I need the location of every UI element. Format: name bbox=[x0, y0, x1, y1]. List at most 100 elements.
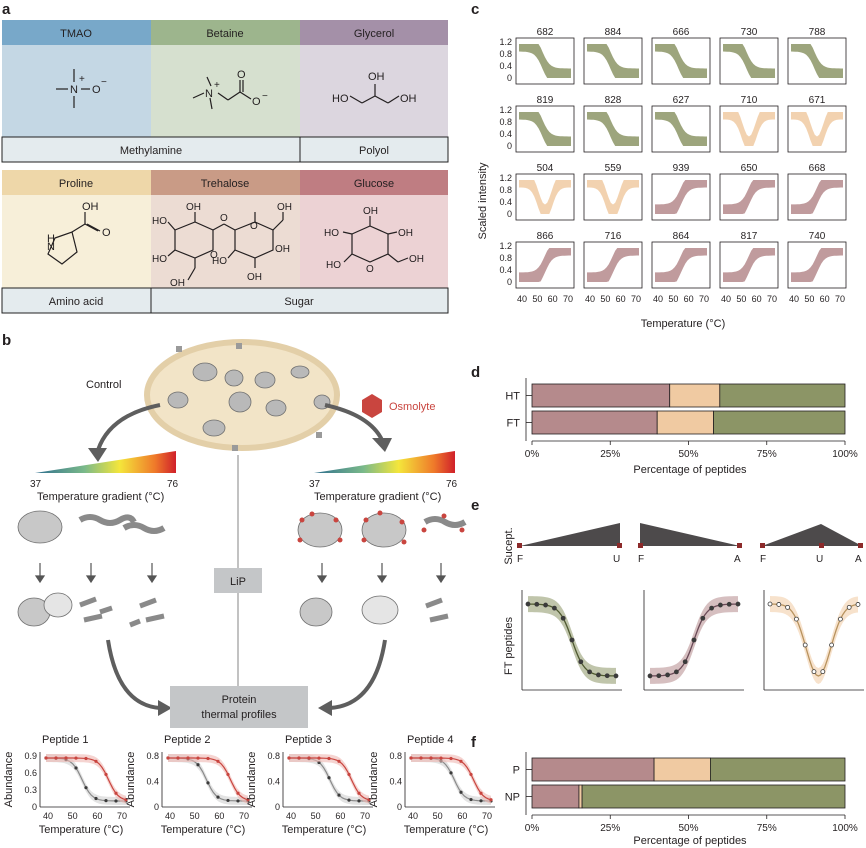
panel-c-cell-716: 716 40 50 60 70 bbox=[583, 231, 643, 304]
panel-c-cell-666: 666 bbox=[651, 27, 711, 85]
glucose-label: Glucose bbox=[354, 178, 394, 190]
peptide-point bbox=[429, 756, 433, 760]
peptide-fit-line bbox=[45, 757, 126, 802]
peptide-point bbox=[317, 756, 321, 760]
panel-c-trace-band bbox=[655, 180, 707, 214]
schematic-3-label-f: F bbox=[760, 554, 766, 565]
panel-c-xtick: 40 bbox=[585, 294, 595, 304]
peptide-point bbox=[479, 791, 483, 795]
panel-d-xlabel: Percentage of peptides bbox=[633, 464, 747, 476]
trehalose-oh-5: OH bbox=[275, 244, 290, 255]
peptide-ytick: 0.9 bbox=[24, 751, 37, 761]
panel-c-cell-frame bbox=[515, 241, 575, 289]
panel-c-cell-title: 650 bbox=[741, 163, 758, 174]
panel-c-ytick: 0.4 bbox=[499, 265, 512, 275]
peptide-point bbox=[236, 791, 240, 795]
bar-xtick-label: 100% bbox=[832, 823, 858, 834]
gradient-osmolyte-max: 76 bbox=[446, 479, 458, 490]
panel-e-point bbox=[691, 637, 697, 643]
schematic-3 bbox=[760, 524, 863, 548]
peptide-plot-1: Peptide 1 0.9 0.6 0.3 0 40 50 60 70 Abundance Temp… bbox=[3, 734, 130, 836]
panel-e-point bbox=[560, 615, 566, 621]
peptide-point bbox=[469, 772, 473, 777]
panel-label-a: a bbox=[2, 1, 11, 18]
panel-e-point bbox=[647, 673, 653, 679]
protein-profiles-line2: thermal profiles bbox=[201, 709, 277, 721]
panel-e-plot-3 bbox=[763, 590, 864, 691]
panel-c-cell-frame bbox=[583, 173, 643, 221]
panel-label-b: b bbox=[2, 332, 11, 349]
glucose-header bbox=[300, 170, 448, 195]
panel-c-cell-title: 788 bbox=[809, 27, 826, 38]
bar-category-FT: FT bbox=[507, 418, 521, 430]
glucose-structure-cell bbox=[300, 195, 448, 288]
panel-c-ytick: 1.2 bbox=[499, 173, 512, 183]
panel-c-ytick: 0.8 bbox=[499, 253, 512, 263]
schematic-3-label-u: U bbox=[816, 554, 823, 565]
panel-c-trace-band bbox=[723, 180, 775, 214]
proline-n-atom: N bbox=[47, 241, 55, 253]
peptide-plot-title: Peptide 4 bbox=[407, 734, 453, 746]
peptide-plot-3: Peptide 3 0.8 0.4 0 40 50 60 70 Abundance Tempera… bbox=[246, 734, 373, 836]
lip-box bbox=[214, 568, 262, 593]
tmao-plus: + bbox=[79, 74, 85, 85]
peptide-xtick: 60 bbox=[92, 811, 102, 821]
peptide-point bbox=[357, 791, 361, 795]
peptide-point bbox=[287, 756, 291, 760]
panel-e-ylabel-bottom: FT peptides bbox=[503, 617, 515, 675]
peptide-plot-title: Peptide 2 bbox=[164, 734, 210, 746]
peptide-band bbox=[411, 754, 491, 804]
peptide-point bbox=[216, 795, 220, 799]
control-proteins bbox=[17, 510, 166, 628]
gradient-osmolyte-min: 37 bbox=[309, 479, 321, 490]
panel-c-cell-650: 650 bbox=[719, 163, 779, 221]
bar-xtick-label: 0% bbox=[525, 449, 540, 460]
peptide-point bbox=[84, 786, 88, 790]
panel-c-cell-frame bbox=[651, 173, 711, 221]
peptide-band bbox=[168, 754, 248, 804]
bar-P-seg1 bbox=[653, 757, 711, 782]
proline-structure bbox=[47, 212, 101, 265]
bar-P-seg0 bbox=[531, 757, 655, 782]
tmao-structure-cell bbox=[2, 45, 151, 137]
amino-acid-label: Amino acid bbox=[49, 296, 103, 308]
peptide-xtick: 70 bbox=[482, 811, 492, 821]
panel-c-cell-title: 559 bbox=[605, 163, 622, 174]
panel-c-xtick: 60 bbox=[820, 294, 830, 304]
trehalose-ho-7: HO bbox=[212, 256, 227, 267]
panel-e-point bbox=[829, 642, 834, 648]
peptide-point bbox=[54, 756, 58, 760]
panel-c-cell-frame bbox=[515, 105, 575, 153]
panel-c-ytick: 0.8 bbox=[499, 185, 512, 195]
panel-c-cell-682: 682 1.2 0.8 0.4 0 bbox=[499, 27, 575, 85]
peptide-xtick: 60 bbox=[457, 811, 467, 821]
panel-f-chart: P NP 0% 25% 50% 75% 100% bbox=[505, 752, 858, 834]
trehalose-oh-4: OH bbox=[277, 202, 292, 213]
panel-c-trace-band bbox=[655, 112, 707, 146]
panel-c-cell-817: 817 40 50 60 70 bbox=[719, 231, 779, 304]
peptide-point bbox=[347, 772, 351, 777]
bar-FT-seg1 bbox=[656, 410, 714, 435]
panel-c-cell-frame bbox=[787, 37, 847, 85]
panel-c-xtick: 70 bbox=[767, 294, 777, 304]
panel-c-cell-frame bbox=[787, 105, 847, 153]
betaine-minus: − bbox=[262, 91, 268, 102]
glucose-oh-top: OH bbox=[363, 206, 378, 217]
panel-c-xtick: 40 bbox=[721, 294, 731, 304]
panel-c-xtick: 60 bbox=[616, 294, 626, 304]
panel-e-plot-2 bbox=[643, 590, 744, 691]
peptide-point bbox=[489, 798, 493, 802]
peptide-xtick: 40 bbox=[408, 811, 418, 821]
tmao-header bbox=[2, 20, 151, 45]
glucose-o-ring: O bbox=[366, 264, 374, 275]
peptide-point bbox=[206, 756, 210, 761]
arrow-osmolyte-to-profiles bbox=[329, 639, 387, 710]
trehalose-structure-cell bbox=[151, 195, 300, 288]
control-label: Control bbox=[86, 379, 121, 391]
trehalose-structure bbox=[167, 212, 284, 281]
panel-c-cell-title: 627 bbox=[673, 95, 690, 106]
peptide-point bbox=[124, 798, 128, 802]
panel-c-cell-740: 740 40 50 60 70 bbox=[787, 231, 847, 304]
panel-label-e: e bbox=[471, 497, 479, 514]
panel-c-cell-710: 710 bbox=[719, 95, 779, 153]
